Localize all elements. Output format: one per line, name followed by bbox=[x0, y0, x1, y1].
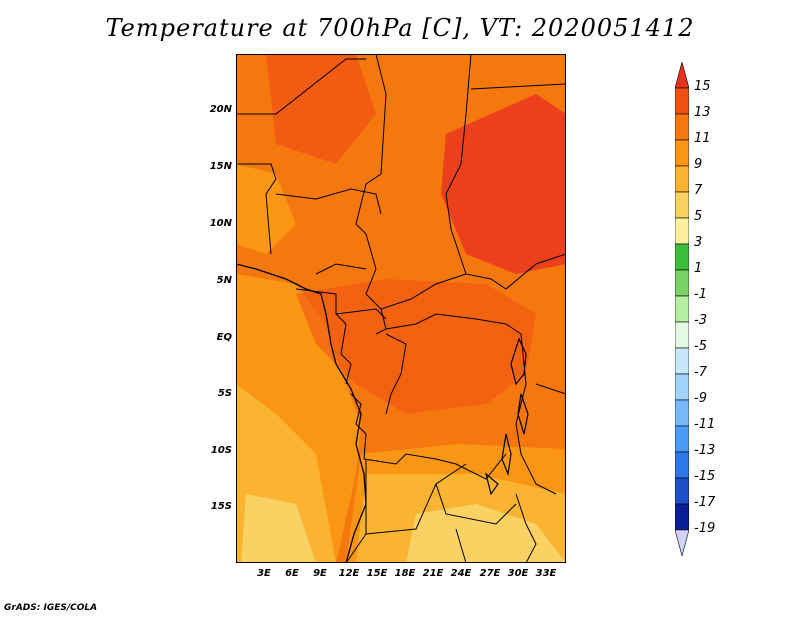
x-tick-label: 21E bbox=[422, 568, 444, 579]
colorbar bbox=[675, 62, 689, 556]
colorbar-segment bbox=[675, 165, 689, 193]
colorbar-label: -1 bbox=[694, 287, 707, 302]
y-tick-label: 5N bbox=[216, 275, 232, 286]
colorbar-label: -7 bbox=[694, 365, 707, 380]
colorbar-segment bbox=[675, 425, 689, 453]
colorbar-label: 13 bbox=[694, 105, 711, 120]
colorbar-label: 7 bbox=[694, 183, 703, 198]
colorbar-label: 11 bbox=[694, 131, 711, 146]
x-tick-label: 6E bbox=[285, 568, 299, 579]
coastline-west bbox=[235, 263, 367, 564]
colorbar-segment bbox=[675, 373, 689, 401]
colorbar-label: -13 bbox=[694, 443, 716, 458]
colorbar-segment bbox=[675, 451, 689, 479]
colorbar-segment bbox=[675, 477, 689, 505]
colorbar-segment bbox=[675, 503, 689, 531]
colorbar-segment bbox=[675, 321, 689, 349]
x-tick-label: 24E bbox=[450, 568, 472, 579]
temperature-map bbox=[235, 53, 567, 564]
colorbar-segment bbox=[675, 529, 689, 556]
x-tick-label: 12E bbox=[338, 568, 360, 579]
y-tick-label: 10S bbox=[210, 445, 232, 456]
field-southern-coolest bbox=[406, 504, 566, 563]
y-tick-label: 15N bbox=[209, 161, 232, 172]
colorbar-label: -15 bbox=[694, 469, 716, 484]
colorbar-segment bbox=[675, 243, 689, 271]
colorbar-segment bbox=[675, 217, 689, 245]
field-central-warm bbox=[296, 279, 536, 414]
colorbar-segment bbox=[675, 295, 689, 323]
colorbar-label: 9 bbox=[694, 157, 703, 172]
colorbar-segment bbox=[675, 87, 689, 115]
colorbar-segment bbox=[675, 347, 689, 375]
colorbar-label: -9 bbox=[694, 391, 707, 406]
y-tick-label: 15S bbox=[210, 501, 232, 512]
colorbar-label: -11 bbox=[694, 417, 716, 432]
credit-text: GrADS: IGES/COLA bbox=[4, 603, 98, 613]
colorbar-segment bbox=[675, 269, 689, 297]
x-tick-label: 3E bbox=[257, 568, 271, 579]
x-tick-label: 33E bbox=[535, 568, 557, 579]
colorbar-label: -3 bbox=[694, 313, 707, 328]
colorbar-label: 3 bbox=[694, 235, 703, 250]
colorbar-segment bbox=[675, 139, 689, 167]
map-canvas bbox=[235, 53, 567, 564]
x-tick-label: 15E bbox=[366, 568, 388, 579]
y-tick-label: 20N bbox=[209, 104, 232, 115]
colorbar-segment bbox=[675, 399, 689, 427]
colorbar-label: -17 bbox=[694, 495, 716, 510]
x-tick-label: 9E bbox=[313, 568, 327, 579]
colorbar-label: -19 bbox=[694, 521, 716, 536]
colorbar-segment bbox=[675, 191, 689, 219]
x-tick-label: 30E bbox=[507, 568, 529, 579]
colorbar-label: 1 bbox=[694, 261, 703, 276]
colorbar-label: 5 bbox=[694, 209, 703, 224]
field-ocean-south bbox=[241, 494, 316, 563]
map-title: Temperature at 700hPa [C], VT: 202005141… bbox=[105, 14, 695, 42]
colorbar-label: -5 bbox=[694, 339, 707, 354]
country-borders bbox=[236, 53, 567, 564]
field-northeast-hot bbox=[441, 94, 566, 274]
field-westcoast-cool bbox=[236, 164, 296, 254]
x-tick-label: 27E bbox=[479, 568, 501, 579]
lakes bbox=[484, 337, 529, 496]
y-tick-label: EQ bbox=[216, 332, 232, 343]
x-tick-label: 18E bbox=[394, 568, 416, 579]
y-tick-label: 10N bbox=[209, 218, 232, 229]
colorbar-segment bbox=[675, 62, 689, 89]
field-north-warm bbox=[266, 54, 376, 164]
colorbar-segment bbox=[675, 113, 689, 141]
map-frame bbox=[236, 54, 566, 563]
colorbar-label: 15 bbox=[694, 79, 711, 94]
y-tick-label: 5S bbox=[217, 388, 232, 399]
